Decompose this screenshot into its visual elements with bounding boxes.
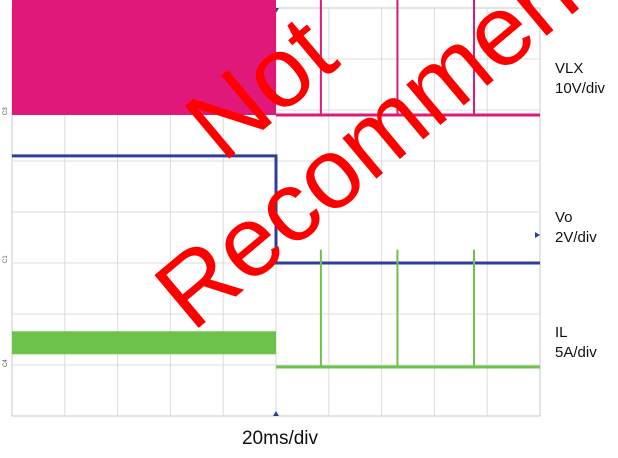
channel-ground-marker: C3 <box>3 107 9 115</box>
waveform-traces <box>12 0 540 369</box>
trigger-position-marker-bottom <box>273 411 279 416</box>
trigger-level-marker <box>535 232 540 238</box>
vo-name: Vo <box>555 209 573 226</box>
vlx-scale: 10V/div <box>555 80 606 97</box>
channel-ground-marker: C1 <box>3 255 9 263</box>
vlx-channel-label: VLX 10V/div <box>555 59 605 99</box>
vlx-name: VLX <box>555 60 584 77</box>
il-scale: 5A/div <box>555 344 597 361</box>
vo-scale: 2V/div <box>555 229 597 246</box>
il-name: IL <box>555 324 568 341</box>
time-scale-label: 20ms/div <box>241 428 319 449</box>
trace-il-switching-block <box>12 331 276 355</box>
channel-markers: C3 C1 C4 <box>3 107 9 367</box>
oscilloscope-screen: C3 C1 C4 <box>3 0 541 417</box>
channel-ground-marker: C4 <box>3 359 9 367</box>
trace-vo <box>12 154 540 265</box>
il-channel-label: IL 5A/div <box>555 323 597 363</box>
vo-channel-label: Vo 2V/div <box>555 208 597 248</box>
trace-vlx-switching-block <box>12 0 276 116</box>
